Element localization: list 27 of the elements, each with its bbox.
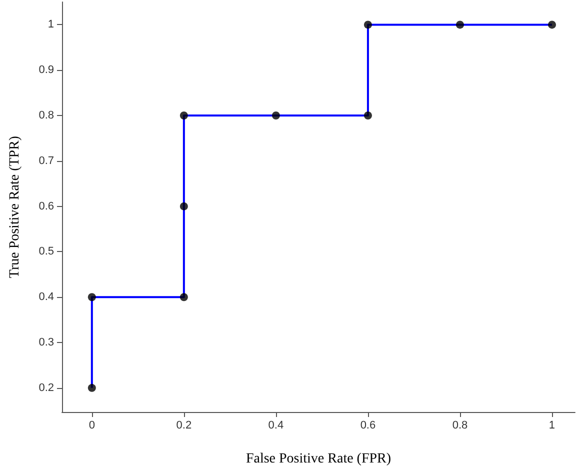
y-tick-label: 0.8 [38,110,54,122]
x-tick-label: 0.6 [360,420,376,432]
x-tick-label: 0.2 [176,420,192,432]
x-tick-label: 0.4 [268,420,284,432]
y-tick-label: 0.9 [38,64,54,76]
y-axis-title: True Positive Rate (TPR) [8,136,22,278]
point [364,112,372,120]
y-tick-label: 0.3 [38,336,54,349]
y-tick-label: 1 [48,18,54,31]
point [180,112,188,120]
point [456,20,464,29]
y-tick-label: 0.6 [38,200,54,212]
x-tick-label: 0 [88,420,95,432]
point [272,112,280,120]
point [180,202,188,210]
x-tick-label: 1 [548,420,556,432]
point [180,293,188,302]
point [88,293,96,302]
point [548,20,556,29]
y-tick-label: 0.5 [38,246,54,258]
y-tick-label: 0.7 [38,154,54,167]
x-tick-label: 0.8 [452,420,468,432]
x-axis-title: False Positive Rate (FPR) [246,452,392,466]
point [88,384,96,392]
y-tick-label: 0.4 [38,291,54,304]
point [364,20,372,29]
y-tick-label: 0.2 [38,382,54,394]
